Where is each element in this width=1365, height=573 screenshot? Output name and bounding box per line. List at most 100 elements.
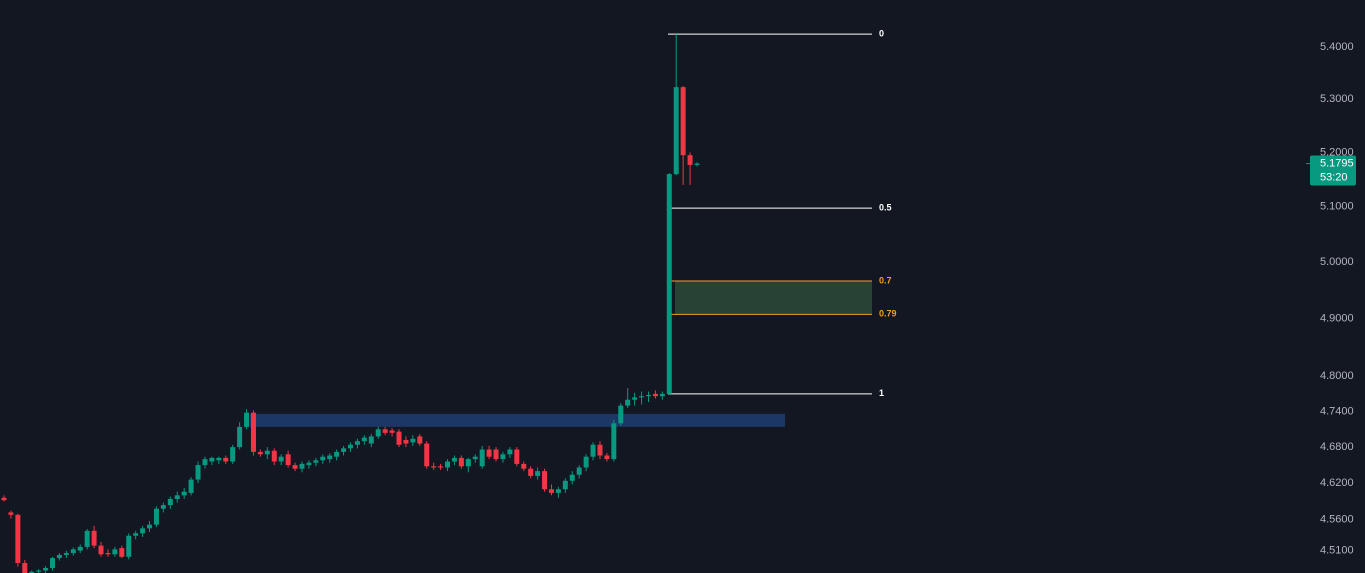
candle-body: [250, 412, 256, 452]
candle-body: [618, 405, 624, 424]
candle-body: [354, 441, 360, 445]
support-zone: [250, 413, 785, 427]
candle-body: [451, 457, 457, 462]
candle-body: [70, 549, 76, 554]
candle-body: [36, 570, 42, 572]
candle-body: [147, 524, 153, 529]
candle-body: [126, 535, 132, 557]
countdown-label: 53:20: [1320, 171, 1348, 183]
candle-body: [465, 459, 471, 467]
candle-body: [493, 449, 499, 460]
candle-body: [63, 553, 69, 555]
candle-body: [98, 545, 104, 555]
candle-body: [694, 163, 700, 165]
candle-body: [167, 498, 173, 506]
candle-body: [535, 471, 541, 476]
candle-body: [43, 568, 49, 571]
candle-body: [223, 457, 229, 462]
candle-body: [410, 438, 416, 443]
candle-body: [244, 412, 250, 427]
candle-body: [500, 454, 506, 460]
candle-body: [257, 451, 263, 455]
y-tick-label: 4.5100: [1320, 544, 1354, 556]
candle-body: [285, 454, 291, 466]
y-tick-label: 5.2000: [1320, 146, 1354, 158]
candle-body: [15, 514, 21, 564]
candle-body: [645, 395, 651, 397]
candle-body: [583, 456, 589, 468]
candle-body: [306, 462, 312, 466]
candle-body: [597, 444, 603, 456]
y-tick-label: 5.1000: [1320, 201, 1354, 213]
candle-body: [389, 430, 395, 433]
y-tick-label: 4.9000: [1320, 313, 1354, 325]
last-price-label: 5.1795: [1320, 157, 1354, 169]
candle-body: [8, 512, 14, 515]
candle-body: [604, 455, 610, 460]
candle-body: [639, 396, 645, 398]
y-tick-label: 5.4000: [1320, 41, 1354, 53]
candle-body: [230, 447, 236, 462]
candle-body: [278, 456, 284, 462]
candle-body: [299, 463, 305, 469]
candle-body: [458, 457, 464, 467]
fib-label: 1: [879, 388, 884, 398]
candle-body: [133, 533, 139, 536]
y-tick-label: 4.5600: [1320, 514, 1354, 526]
candle-body: [611, 423, 617, 460]
candle-body: [424, 443, 430, 467]
y-tick-label: 4.6800: [1320, 441, 1354, 453]
candle-body: [160, 505, 166, 509]
candle-body: [271, 450, 277, 462]
candle-body: [77, 546, 83, 551]
candle-body: [396, 431, 402, 445]
candle-body: [659, 393, 665, 397]
candle-body: [105, 553, 111, 555]
candle-body: [119, 548, 125, 557]
candle-body: [22, 563, 28, 573]
candle-body: [361, 437, 367, 442]
candle-body: [382, 429, 388, 433]
candle-body: [472, 456, 478, 460]
candle-body: [181, 491, 187, 496]
candle-body: [334, 451, 340, 457]
candle-body: [673, 87, 679, 175]
candle-body: [576, 467, 582, 475]
candle-body: [320, 456, 326, 461]
candle-body: [625, 399, 631, 406]
candle-body: [91, 530, 97, 546]
candle-body: [431, 466, 437, 468]
candle-body: [84, 530, 90, 547]
fib-label: 0.7: [879, 275, 892, 285]
y-tick-label: 4.6200: [1320, 477, 1354, 489]
candle-body: [264, 450, 270, 455]
candle-body: [216, 457, 222, 461]
last-price-tag: [1310, 155, 1356, 186]
candle-body: [687, 155, 693, 165]
candle-body: [486, 449, 492, 457]
y-tick-label: 4.8000: [1320, 370, 1354, 382]
candle-body: [479, 449, 485, 467]
candle-body: [375, 429, 381, 437]
candle-body: [548, 489, 554, 493]
candle-body: [209, 457, 215, 462]
candle-body: [562, 480, 568, 490]
candle-body: [174, 495, 180, 499]
candle-body: [327, 455, 333, 460]
candle-body: [29, 571, 35, 573]
candle-body: [514, 449, 520, 464]
candle-body: [202, 459, 208, 466]
candle-body: [542, 471, 548, 490]
candle-body: [632, 397, 638, 400]
candle-body: [590, 444, 596, 457]
candle-body: [445, 461, 451, 468]
fib-zone: [675, 280, 872, 315]
candle-body: [140, 528, 146, 534]
candle-body: [341, 448, 347, 452]
candle-body: [112, 549, 118, 555]
candle-body: [417, 436, 423, 444]
candle-body: [528, 468, 534, 476]
candle-body: [666, 174, 672, 394]
